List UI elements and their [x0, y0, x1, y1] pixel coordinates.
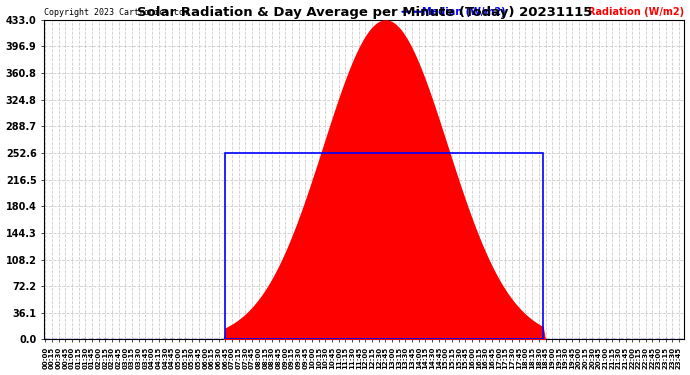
Text: Radiation (W/m2): Radiation (W/m2) [589, 6, 684, 16]
Text: Copyright 2023 Cartronics.com: Copyright 2023 Cartronics.com [44, 8, 189, 16]
Bar [226, 153, 543, 339]
Title: Solar Radiation & Day Average per Minute (Today) 20231115: Solar Radiation & Day Average per Minute… [137, 6, 592, 18]
Text: Median (W/m2): Median (W/m2) [422, 6, 505, 16]
